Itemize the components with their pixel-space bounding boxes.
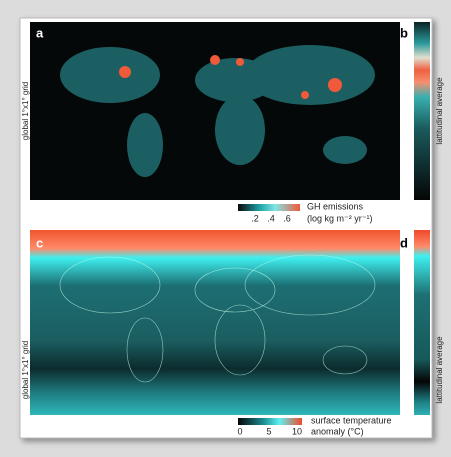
strip-label: lattitudinal average [435,77,444,145]
colorbar-title: surface temperature [311,415,392,425]
panel-letter: c [36,235,43,250]
continents-a [60,45,375,177]
panel-letter: a [36,25,44,40]
coastlines-c [59,254,376,383]
strip-label: lattitudinal average [435,336,444,404]
strip-b [414,22,430,200]
colorbar [238,418,302,425]
colorbar-tick: .4 [267,213,275,223]
strip-d [414,230,430,415]
map-c [30,230,400,415]
colorbar-unit: anomaly (°C) [311,426,364,436]
hotspots-a [119,55,342,99]
side-label: global 1°x1° grid [21,341,30,399]
colorbar-tick: 10 [292,426,302,436]
colorbar-title: GH emissions [307,201,364,211]
colorbar-tick: 0 [237,426,242,436]
side-label: global 1°x1° grid [21,82,30,140]
panel-letter: d [400,235,408,250]
panel-letter: b [400,25,408,40]
colorbar-unit: (log kg m⁻² yr⁻¹) [307,213,373,223]
colorbar [238,204,300,211]
colorbar-tick: 5 [266,426,271,436]
colorbar-tick: .6 [283,213,291,223]
colorbar-tick: .2 [251,213,259,223]
map-a [30,22,400,200]
